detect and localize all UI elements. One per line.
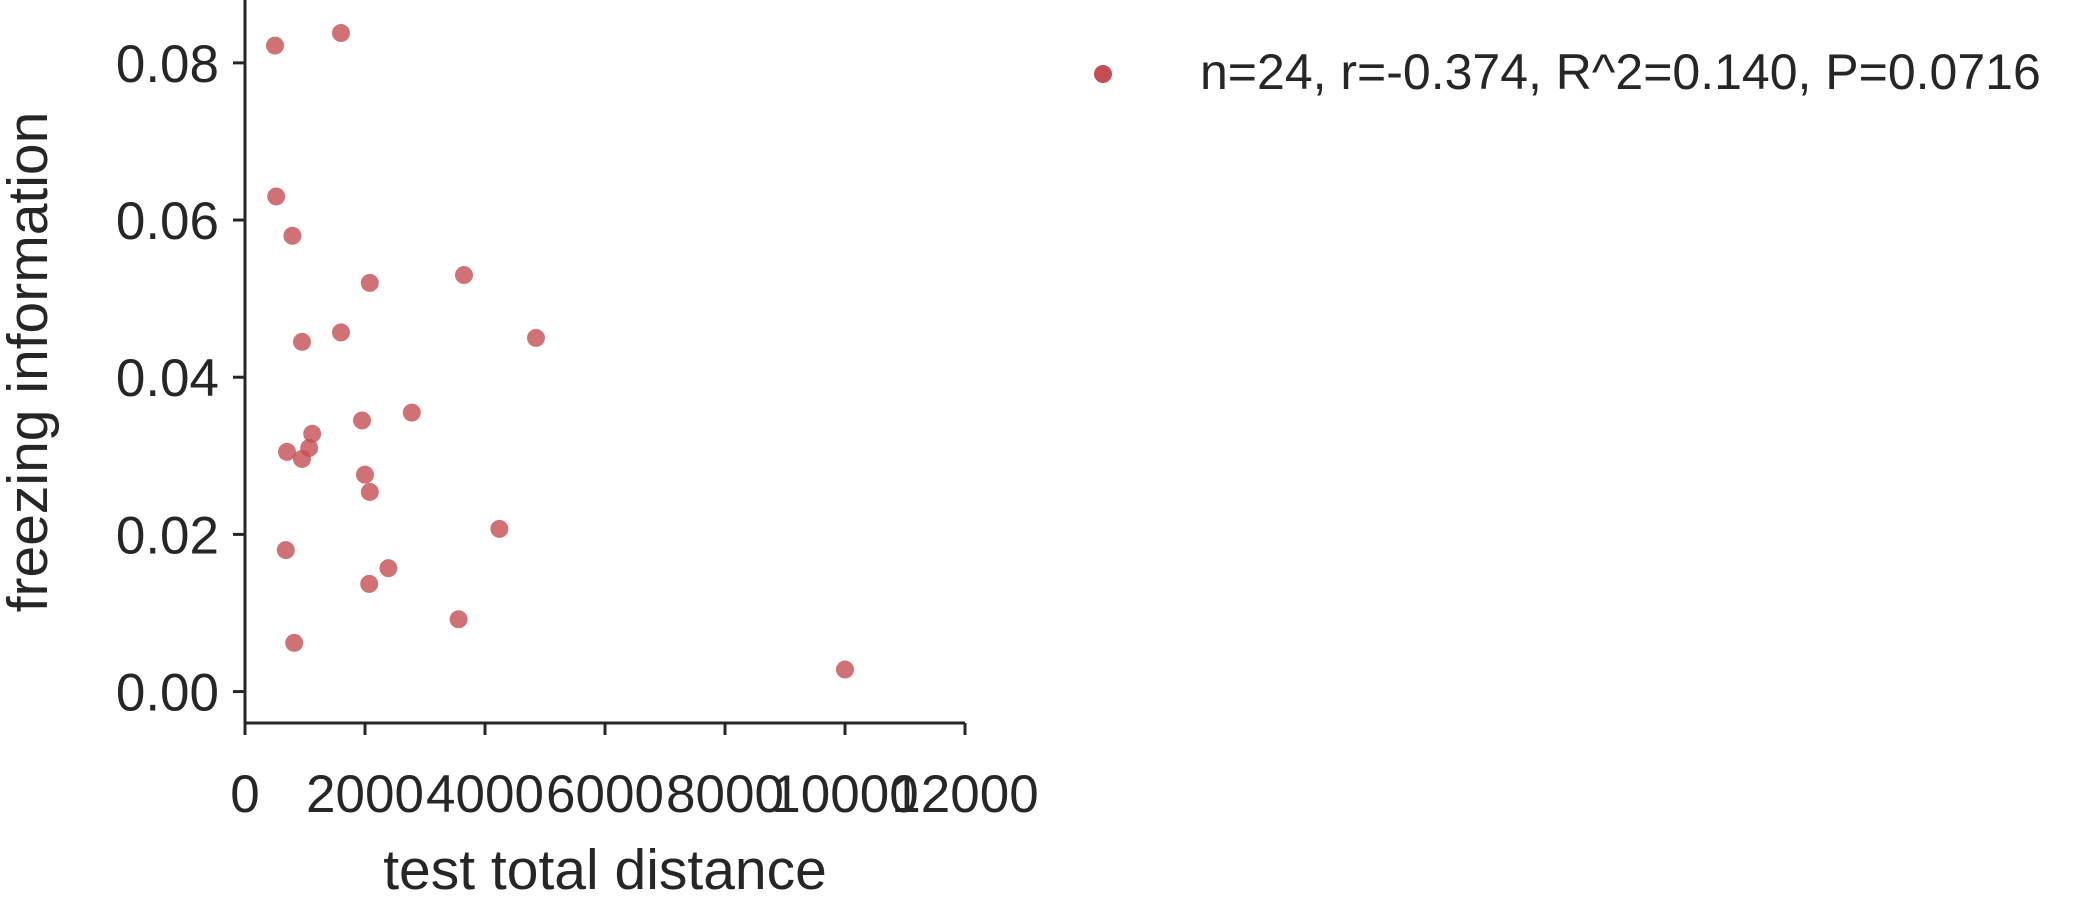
- legend-entry: n=24, r=-0.374, R^2=0.140, P=0.0716: [1200, 44, 2041, 100]
- y-tick-label: 0.02: [116, 506, 219, 565]
- data-point: [836, 660, 854, 679]
- y-tick-label: 0.06: [116, 192, 219, 251]
- data-point: [360, 574, 379, 593]
- data-point: [293, 449, 311, 468]
- data-point: [332, 24, 350, 43]
- data-point: [353, 411, 371, 430]
- y-axis-label: freezing information: [0, 112, 60, 613]
- x-tick-label: 0: [230, 765, 259, 824]
- x-tick-label: 4000: [426, 765, 544, 824]
- data-point: [490, 519, 509, 538]
- data-point: [303, 424, 322, 443]
- x-tick-label: 8000: [666, 765, 784, 824]
- x-axis-label: test total distance: [383, 838, 827, 893]
- data-point: [360, 273, 379, 292]
- data-point: [379, 559, 398, 578]
- legend: n=24, r=-0.374, R^2=0.140, P=0.0716: [1094, 44, 2041, 100]
- data-point: [267, 187, 286, 206]
- x-tick-label: 12000: [891, 765, 1038, 824]
- data-point: [449, 610, 468, 629]
- data-point: [283, 226, 302, 245]
- data-point: [285, 633, 304, 652]
- legend-marker: [1094, 65, 1112, 83]
- data-point: [360, 482, 379, 501]
- x-tick-label: 6000: [546, 765, 664, 824]
- y-tick-label: 0.08: [116, 35, 219, 94]
- data-point: [276, 541, 295, 560]
- x-tick-label: 10000: [771, 765, 918, 824]
- data-points: [266, 24, 854, 679]
- data-point: [266, 36, 284, 55]
- x-tick-label: 2000: [306, 765, 424, 824]
- data-point: [332, 323, 350, 342]
- data-point: [455, 266, 473, 285]
- y-tick-label: 0.04: [116, 349, 219, 408]
- data-point: [402, 403, 421, 422]
- data-point: [278, 442, 296, 461]
- y-tick-label: 0.00: [116, 664, 219, 723]
- data-point: [293, 332, 311, 351]
- y-ticks: 0.00 0.02 0.04 0.06 0.08: [116, 35, 245, 723]
- axes: [243, 0, 965, 725]
- data-point: [356, 465, 374, 484]
- data-point: [527, 328, 545, 347]
